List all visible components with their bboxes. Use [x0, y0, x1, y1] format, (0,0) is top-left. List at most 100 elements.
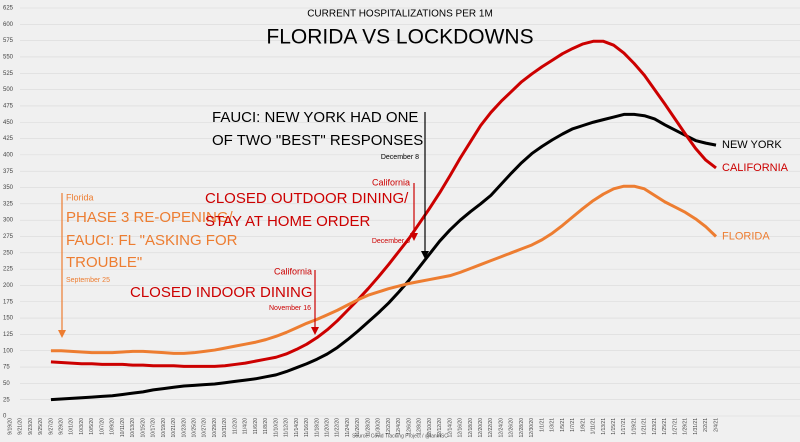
- annotation-label: California: [274, 266, 312, 276]
- x-tick-label: 10/15/20: [140, 418, 146, 438]
- x-tick-label: 9/25/20: [38, 418, 44, 435]
- annotation-date: November 16: [269, 305, 311, 312]
- y-tick-label: 450: [3, 120, 14, 126]
- x-tick-label: 10/29/20: [212, 418, 218, 438]
- x-tick-label: 10/23/20: [181, 418, 187, 438]
- x-tick-label: 10/17/20: [151, 418, 157, 438]
- y-tick-label: 300: [3, 218, 14, 224]
- series-label: FLORIDA: [722, 230, 770, 242]
- x-tick-label: 1/21/21: [642, 418, 648, 435]
- y-tick-label: 200: [3, 283, 14, 289]
- chart-subtitle: CURRENT HOSPITALIZATIONS PER 1M: [307, 9, 493, 20]
- x-tick-label: 11/6/20: [253, 418, 259, 435]
- x-tick-label: 1/23/21: [652, 418, 658, 435]
- lines: [50, 39, 718, 402]
- x-tick-label: 1/5/21: [560, 418, 566, 432]
- y-tick-label: 150: [3, 316, 14, 322]
- annotation: California CLOSED OUTDOOR DINING/ STAY A…: [205, 177, 418, 245]
- series-label: CALIFORNIA: [722, 162, 789, 174]
- arrow-head: [410, 233, 418, 241]
- x-tick-label: 12/18/20: [468, 418, 474, 438]
- y-tick-label: 275: [3, 234, 14, 240]
- x-tick-label: 10/9/20: [110, 418, 116, 435]
- x-tick-label: 12/10/20: [427, 418, 433, 438]
- x-tick-label: 9/29/20: [58, 418, 64, 435]
- annotation: FAUCI: NEW YORK HAD ONE OF TWO "BEST" RE…: [212, 109, 429, 259]
- y-tick-label: 375: [3, 169, 14, 175]
- x-tick-label: 12/8/20: [417, 418, 423, 435]
- annotation-text: FAUCI: NEW YORK HAD ONE: [212, 109, 418, 126]
- x-tick-label: 12/14/20: [447, 418, 453, 438]
- x-tick-label: 11/10/20: [273, 418, 279, 437]
- y-tick-label: 50: [3, 381, 10, 387]
- x-tick-label: 12/4/20: [396, 418, 402, 435]
- x-tick-label: 12/24/20: [498, 418, 504, 438]
- y-tick-label: 550: [3, 55, 14, 61]
- y-tick-label: 0: [3, 414, 7, 420]
- x-tick-label: 11/2/20: [232, 418, 238, 435]
- x-tick-label: 11/12/20: [284, 418, 290, 437]
- x-tick-label: 12/20/20: [478, 418, 484, 438]
- annotation-date: December 8: [381, 154, 419, 161]
- x-tick-label: 11/20/20: [325, 418, 331, 437]
- arrow-head: [58, 330, 66, 338]
- x-tick-label: 10/5/20: [89, 418, 95, 435]
- x-tick-label: 1/3/21: [550, 418, 556, 432]
- y-tick-label: 400: [3, 152, 14, 158]
- series-label: NEW YORK: [722, 139, 782, 151]
- x-tick-label: 10/13/20: [130, 418, 136, 438]
- x-tick-label: 1/7/21: [570, 418, 576, 432]
- x-tick-label: 10/31/20: [222, 418, 228, 438]
- annotation-text: CLOSED OUTDOOR DINING/: [205, 190, 409, 207]
- x-tick-label: 12/6/20: [406, 418, 412, 435]
- x-tick-label: 9/19/20: [7, 418, 13, 435]
- source: Source: Covid Tracking Project / @ianmSC: [352, 433, 448, 439]
- annotation-text: PHASE 3 RE-OPENING/: [66, 209, 234, 226]
- annotation-text: CLOSED INDOOR DINING: [130, 284, 313, 301]
- x-tick-label: 9/23/20: [28, 418, 34, 435]
- x-tick-label: 11/26/20: [355, 418, 361, 437]
- y-tick-label: 350: [3, 185, 14, 191]
- x-tick-label: 12/26/20: [509, 418, 515, 438]
- y-tick-label: 225: [3, 267, 14, 273]
- x-tick-label: 11/8/20: [263, 418, 269, 435]
- x-tick-label: 1/29/21: [683, 418, 689, 435]
- x-tick-label: 10/1/20: [69, 418, 75, 435]
- x-tick-label: 11/24/20: [345, 418, 351, 437]
- series-line: [50, 39, 717, 368]
- annotation-text: FAUCI: FL "ASKING FOR: [66, 232, 238, 249]
- x-tick-label: 10/11/20: [120, 418, 126, 437]
- y-tick-label: 525: [3, 71, 14, 77]
- x-tick-label: 11/14/20: [294, 418, 300, 437]
- x-tick-label: 1/17/21: [621, 418, 627, 435]
- x-tick-label: 12/22/20: [488, 418, 494, 438]
- y-tick-label: 325: [3, 201, 14, 207]
- x-tick-label: 1/15/21: [611, 418, 617, 435]
- x-tick-label: 9/27/20: [48, 418, 54, 435]
- x-tick-label: 10/21/20: [171, 418, 177, 438]
- x-tick-label: 11/16/20: [304, 418, 310, 437]
- y-tick-label: 425: [3, 136, 14, 142]
- annotation-label: Florida: [66, 192, 94, 202]
- x-tick-label: 12/28/20: [519, 418, 525, 438]
- x-tick-label: 1/31/21: [693, 418, 699, 435]
- x-tick-label: 1/9/21: [580, 418, 586, 432]
- y-tick-label: 475: [3, 103, 14, 109]
- y-tick-label: 625: [3, 6, 14, 12]
- x-tick-label: 10/7/20: [99, 418, 105, 435]
- annotation: Florida PHASE 3 RE-OPENING/ FAUCI: FL "A…: [58, 192, 238, 338]
- x-tick-label: 11/28/20: [365, 418, 371, 437]
- x-tick-label: 9/21/20: [18, 418, 24, 435]
- x-tick-label: 11/4/20: [243, 418, 249, 435]
- x-tick-label: 1/1/21: [539, 418, 545, 432]
- y-tick-label: 500: [3, 87, 14, 93]
- y-tick-label: 125: [3, 332, 14, 338]
- series-line: [50, 184, 718, 355]
- chart-title: FLORIDA VS LOCKDOWNS: [266, 26, 533, 49]
- x-tick-label: 12/2/20: [386, 418, 392, 435]
- x-tick-label: 10/19/20: [161, 418, 167, 438]
- x-tick-label: 11/22/20: [335, 418, 341, 437]
- annotation-date: December 6: [372, 238, 410, 245]
- x-tick-label: 1/27/21: [672, 418, 678, 435]
